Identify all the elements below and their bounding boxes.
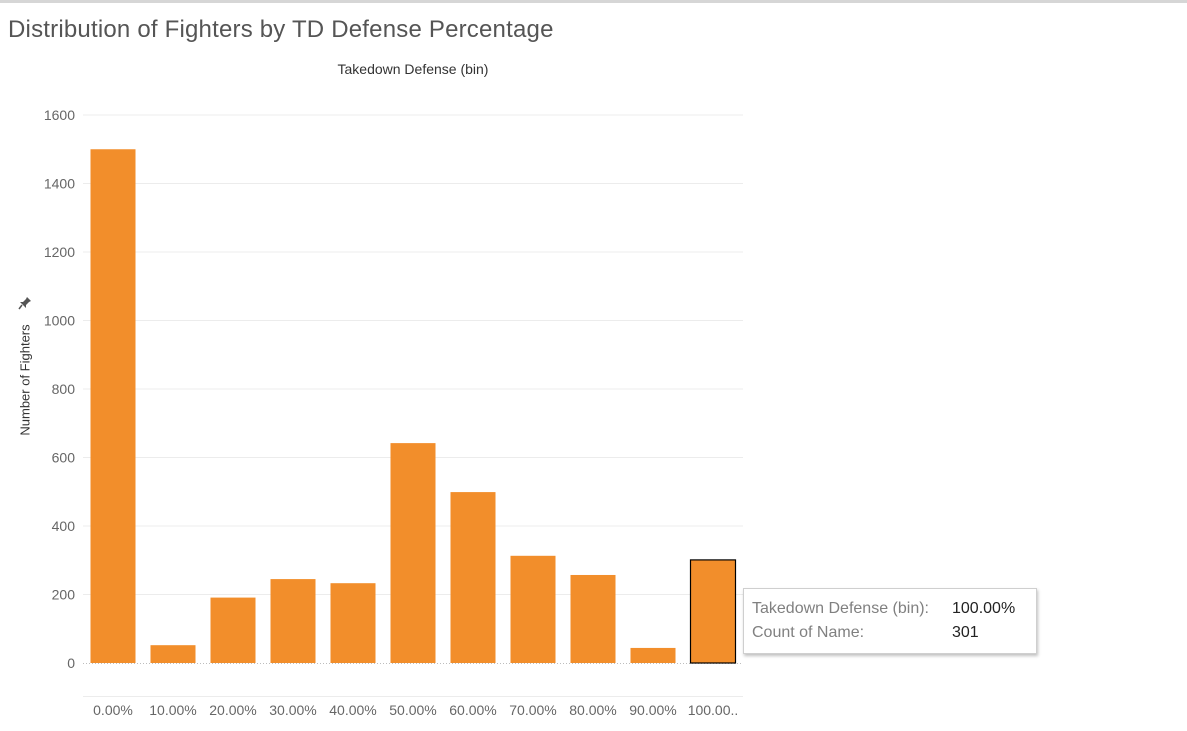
y-tick-label: 0 [67,655,75,671]
x-tick-label: 100.00.. [688,702,739,718]
y-tick-label: 400 [52,518,76,534]
x-tick-label: 60.00% [449,702,496,718]
y-tick-label: 1400 [44,176,75,192]
bar-7000[interactable] [510,555,556,663]
tooltip: Takedown Defense (bin): 100.00% Count of … [743,588,1037,654]
x-tick-label: 70.00% [509,702,556,718]
bar-1000[interactable] [150,645,196,663]
x-tick-label: 0.00% [93,702,133,718]
y-tick-label: 1200 [44,244,75,260]
x-tick-label: 20.00% [209,702,256,718]
bar-10000[interactable] [689,559,737,664]
x-tick-label: 90.00% [629,702,676,718]
x-axis-title: Takedown Defense (bin) [337,61,489,77]
y-tick-label: 1000 [44,313,75,329]
y-tick-label: 200 [52,587,76,603]
bar-5000[interactable] [390,443,436,663]
top-border [0,0,1187,3]
x-tick-label: 10.00% [149,702,196,718]
bar-6000[interactable] [450,492,496,663]
tooltip-row-bin: Takedown Defense (bin): 100.00% [752,599,1015,619]
pin-icon[interactable] [18,296,32,310]
x-tick-label: 50.00% [389,702,436,718]
tooltip-value-bin: 100.00% [952,600,1016,617]
x-tick-label: 80.00% [569,702,616,718]
x-tick-label: 40.00% [329,702,376,718]
tooltip-key-count: Count of Name: [752,624,865,641]
bar-4000[interactable] [330,583,376,663]
y-tick-label: 600 [52,450,76,466]
bar-2000[interactable] [210,597,256,663]
bar-000[interactable] [90,149,136,663]
bar-9000[interactable] [630,647,676,663]
tooltip-row-count: Count of Name: 301 [752,623,979,643]
bar-8000[interactable] [570,574,616,663]
x-tick-label: 30.00% [269,702,316,718]
chart-title: Distribution of Fighters by TD Defense P… [8,16,554,43]
bar-3000[interactable] [270,579,316,663]
tooltip-value-count: 301 [952,624,979,641]
y-tick-label: 1600 [44,107,75,123]
y-tick-label: 800 [52,381,76,397]
tooltip-key-bin: Takedown Defense (bin): [752,600,929,617]
